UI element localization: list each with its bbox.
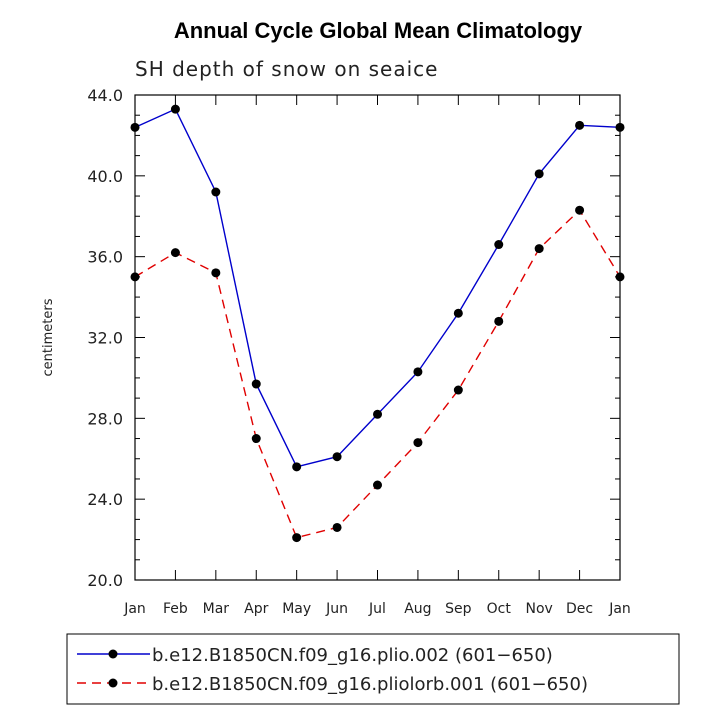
data-point	[292, 462, 302, 472]
x-tick-label: Dec	[566, 601, 593, 617]
y-axis-label: centimeters	[41, 298, 56, 376]
data-point	[292, 533, 302, 543]
x-tick-label: Jun	[325, 601, 348, 617]
data-point	[494, 316, 504, 326]
legend-marker	[108, 649, 118, 659]
data-point	[534, 169, 544, 179]
legend-label: b.e12.B1850CN.f09_g16.pliolorb.001 (601−…	[152, 674, 588, 695]
series-1	[130, 104, 625, 472]
data-point	[494, 240, 504, 250]
y-tick-label: 24.0	[87, 490, 123, 509]
data-point	[373, 480, 382, 490]
data-point	[170, 248, 180, 258]
y-tick-label: 40.0	[87, 167, 123, 186]
y-tick-labels: 20.0 24.0 28.0 32.0 36.0 40.0 44.0	[87, 86, 123, 590]
x-tick-label: Mar	[203, 601, 230, 617]
axis-ticks	[134, 94, 621, 581]
legend-box	[66, 633, 680, 705]
x-tick-label: Aug	[404, 601, 431, 617]
data-point	[453, 308, 463, 318]
data-point	[332, 452, 342, 462]
data-point	[575, 205, 585, 215]
legend: b.e12.B1850CN.f09_g16.plio.002 (601−650)…	[66, 633, 680, 705]
chart-subtitle: SH depth of snow on seaice	[135, 57, 438, 81]
x-tick-label: Feb	[163, 601, 188, 617]
data-point	[130, 272, 140, 282]
data-point	[615, 272, 625, 282]
x-tick-label: Nov	[526, 601, 553, 617]
legend-item: b.e12.B1850CN.f09_g16.pliolorb.001 (601−…	[77, 674, 588, 695]
data-point	[251, 379, 261, 389]
y-tick-label: 36.0	[87, 248, 123, 267]
data-point	[211, 268, 221, 278]
data-point	[575, 120, 585, 130]
x-tick-label: Jan	[608, 601, 631, 617]
legend-label: b.e12.B1850CN.f09_g16.plio.002 (601−650)	[152, 645, 553, 666]
series-layer	[130, 104, 625, 543]
chart-title: Annual Cycle Global Mean Climatology	[174, 18, 583, 43]
y-tick-label: 20.0	[87, 571, 123, 590]
data-point	[130, 122, 140, 132]
data-point	[615, 122, 625, 132]
y-tick-label: 32.0	[87, 329, 123, 348]
x-tick-label: May	[282, 601, 311, 617]
data-point	[413, 438, 423, 448]
data-point	[251, 434, 261, 444]
legend-marker	[108, 678, 118, 688]
x-tick-label: Apr	[244, 601, 268, 617]
data-point	[373, 409, 382, 419]
series-2	[130, 205, 625, 543]
y-tick-label: 28.0	[87, 409, 123, 428]
data-point	[332, 522, 342, 532]
plot-frame	[134, 94, 621, 581]
data-point	[170, 104, 180, 114]
x-tick-label: Oct	[487, 601, 512, 617]
y-tick-label: 44.0	[87, 86, 123, 105]
x-tick-labels: Jan Feb Mar Apr May Jun Jul Aug Sep Oct Nov Dec Jan	[123, 601, 631, 617]
x-tick-label: Jul	[368, 601, 386, 617]
data-point	[413, 367, 423, 377]
data-point	[211, 187, 221, 197]
data-point	[453, 385, 463, 395]
x-tick-label: Sep	[445, 601, 472, 617]
legend-item: b.e12.B1850CN.f09_g16.plio.002 (601−650)	[77, 645, 553, 666]
x-tick-label: Jan	[123, 601, 146, 617]
data-point	[534, 244, 544, 254]
